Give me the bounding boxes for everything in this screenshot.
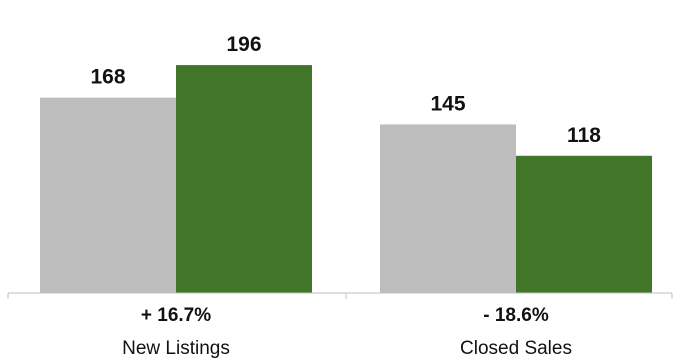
change-label-new-listings: + 16.7% [141,305,211,326]
change-label-closed-sales: - 18.6% [483,305,549,326]
value-labels-group: 168 196 145 118 [90,33,601,147]
bar-new-listings-1 [40,97,176,294]
bars-group [40,65,652,294]
x-axis-ticks [7,293,673,299]
bar-closed-sales-2 [516,155,652,293]
value-label-closed-sales-1: 145 [430,92,465,115]
category-label-closed-sales: Closed Sales [460,338,572,358]
value-label-closed-sales-2: 118 [567,124,601,147]
category-label-new-listings: New Listings [122,338,230,358]
bar-closed-sales-1 [380,124,516,293]
value-label-new-listings-2: 196 [226,33,261,56]
bar-new-listings-2 [176,65,312,294]
value-label-new-listings-1: 168 [90,66,125,89]
